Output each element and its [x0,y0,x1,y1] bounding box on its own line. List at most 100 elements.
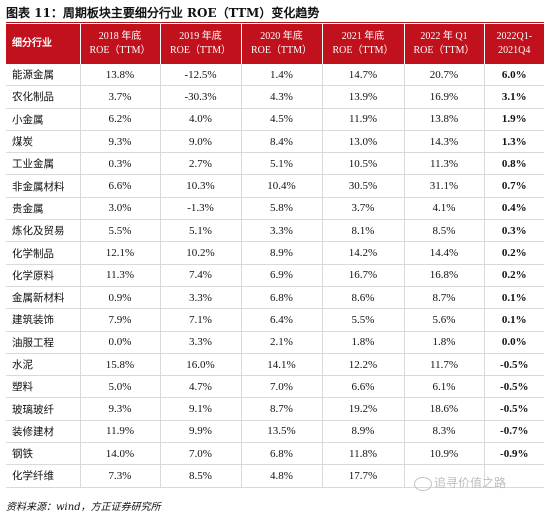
roe-value-cell: 17.7% [322,464,405,488]
figure-title: 图表 11：周期板块主要细分行业 ROE（TTM）变化趋势 [6,6,320,20]
header-change: 2022Q1- 2021Q4 [484,24,544,64]
header-line: 2021 年底 [341,31,385,42]
roe-value-cell: 8.3% [404,420,485,444]
table-row: 油服工程 0.0% 3.3% 2.1% 1.8% 1.8% 0.0% [6,331,544,354]
roe-value-cell: 4.7% [160,375,242,399]
wechat-logo-icon [414,476,432,491]
header-2022q1: 2022 年 Q1 ROE（TTM） [404,24,485,64]
header-line: 2019 年底 [179,31,222,42]
roe-value-cell: 3.1% [484,85,544,109]
roe-value-cell: 19.2% [322,397,405,421]
roe-value-cell: 7.9% [80,308,161,332]
header-2019: 2019 年底 ROE（TTM） [160,24,242,64]
roe-value-cell: 0.2% [484,264,544,287]
roe-value-cell: 8.1% [322,219,405,243]
industry-name-cell: 金属新材料 [6,286,81,310]
roe-value-cell: 0.1% [484,286,544,310]
roe-value-cell: 8.7% [404,286,485,310]
roe-value-cell: 7.0% [160,442,242,466]
roe-value-cell: 1.8% [404,331,485,354]
roe-value-cell: 2.7% [160,152,242,176]
roe-table: 细分行业 2018 年底 ROE（TTM） 2019 年底 ROE（TTM） 202… [6,24,544,488]
roe-value-cell: 3.7% [80,85,161,109]
roe-value-cell: 5.1% [241,152,323,176]
table-row: 玻璃玻纤 9.3% 9.1% 8.7% 19.2% 18.6% -0.5% [6,397,544,421]
roe-value-cell: 10.4% [241,174,323,198]
source-note: 资料来源：wind，方正证券研究所 [6,502,161,513]
table-row: 工业金属 0.3% 2.7% 5.1% 10.5% 11.3% 0.8% [6,152,544,176]
roe-value-cell: 0.9% [80,286,161,310]
roe-value-cell: 14.1% [241,353,323,377]
roe-value-cell: 11.3% [404,152,485,176]
roe-value-cell: 1.3% [484,130,544,154]
roe-value-cell: 11.8% [322,442,405,466]
table-body: 能源金属 13.8% -12.5% 1.4% 14.7% 20.7% 6.0% 农化制品 3.7… [6,64,544,488]
roe-value-cell: 5.8% [241,197,323,221]
roe-value-cell: 6.1% [404,375,485,399]
table-row: 化学制品 12.1% 10.2% 8.9% 14.2% 14.4% 0.2% [6,241,544,265]
roe-value-cell: 7.0% [241,375,323,399]
roe-value-cell: 14.0% [80,442,161,466]
roe-value-cell: 11.7% [404,353,485,377]
roe-value-cell: 2.1% [241,331,323,354]
roe-value-cell: 0.8% [484,152,544,176]
roe-value-cell: 30.5% [322,174,405,198]
roe-value-cell: 6.6% [322,375,405,399]
roe-value-cell: 3.3% [160,331,242,354]
industry-name-cell: 化学原料 [6,264,81,287]
roe-value-cell: 4.1% [404,197,485,221]
table-row: 金属新材料 0.9% 3.3% 6.8% 8.6% 8.7% 0.1% [6,286,544,310]
table-row: 钢铁 14.0% 7.0% 6.8% 11.8% 10.9% -0.9% [6,442,544,466]
table-row: 煤炭 9.3% 9.0% 8.4% 13.0% 14.3% 1.3% [6,130,544,154]
roe-value-cell: 16.0% [160,353,242,377]
roe-value-cell: 5.5% [322,308,405,332]
roe-value-cell: -0.5% [484,353,544,377]
roe-value-cell: 8.6% [322,286,405,310]
roe-value-cell: 4.3% [241,85,323,109]
roe-value-cell: 14.2% [322,241,405,265]
header-line: 2020 年底 [260,31,303,42]
industry-name-cell: 玻璃玻纤 [6,397,81,421]
roe-value-cell: 0.3% [80,152,161,176]
industry-name-cell: 工业金属 [6,152,81,176]
table-row: 农化制品 3.7% -30.3% 4.3% 13.9% 16.9% 3.1% [6,85,544,109]
header-2018: 2018 年底 ROE（TTM） [80,24,161,64]
table-row: 炼化及贸易 5.5% 5.1% 3.3% 8.1% 8.5% 0.3% [6,219,544,243]
roe-value-cell: 9.0% [160,130,242,154]
roe-value-cell: -0.5% [484,375,544,399]
industry-name-cell: 化学纤维 [6,464,81,488]
roe-value-cell: 7.1% [160,308,242,332]
table-row: 建筑装饰 7.9% 7.1% 6.4% 5.5% 5.6% 0.1% [6,308,544,332]
roe-value-cell: 1.4% [241,64,323,87]
roe-value-cell: 13.9% [322,85,405,109]
roe-value-cell: 0.1% [484,308,544,332]
roe-value-cell: 10.5% [322,152,405,176]
roe-value-cell: 13.8% [80,64,161,87]
industry-name-cell: 炼化及贸易 [6,219,81,243]
table-row: 贵金属 3.0% -1.3% 5.8% 3.7% 4.1% 0.4% [6,197,544,221]
roe-value-cell: 12.2% [322,353,405,377]
roe-value-cell: 18.6% [404,397,485,421]
roe-value-cell: 7.3% [80,464,161,488]
roe-value-cell: -12.5% [160,64,242,87]
roe-value-cell: 1.8% [322,331,405,354]
industry-name-cell: 化学制品 [6,241,81,265]
header-2021: 2021 年底 ROE（TTM） [322,24,405,64]
roe-value-cell: 9.3% [80,130,161,154]
title-divider [6,22,544,23]
roe-value-cell: 8.5% [160,464,242,488]
header-line: 2018 年底 [98,31,142,42]
roe-value-cell: 13.0% [322,130,405,154]
table-row: 水泥 15.8% 16.0% 14.1% 12.2% 11.7% -0.5% [6,353,544,377]
table-row: 小金属 6.2% 4.0% 4.5% 11.9% 13.8% 1.9% [6,108,544,131]
roe-value-cell: -0.7% [484,420,544,444]
roe-value-cell: 15.8% [80,353,161,377]
table-row: 化学原料 11.3% 7.4% 6.9% 16.7% 16.8% 0.2% [6,264,544,287]
industry-name-cell: 水泥 [6,353,81,377]
industry-name-cell: 贵金属 [6,197,81,221]
roe-value-cell: 8.9% [241,241,323,265]
roe-value-cell: 8.4% [241,130,323,154]
header-industry: 细分行业 [6,24,81,64]
header-line: 2022Q1- [496,31,533,42]
industry-name-cell: 农化制品 [6,85,81,109]
